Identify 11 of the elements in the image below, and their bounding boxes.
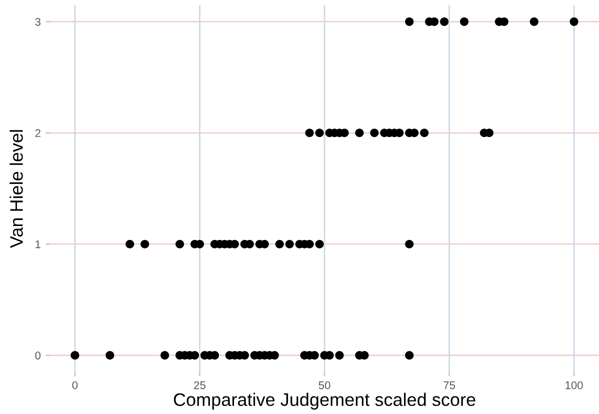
x-tick-label: 25 <box>194 381 206 390</box>
y-tick-label: 1 <box>36 240 40 248</box>
x-axis-title: Comparative Judgement scaled score <box>174 392 476 410</box>
y-axis-title: Van Hiele level <box>10 130 23 248</box>
x-tick-label: 0 <box>72 381 78 390</box>
x-tick-label: 75 <box>444 381 455 390</box>
x-tick-label: 100 <box>566 381 583 390</box>
y-tick-label: 0 <box>35 352 41 360</box>
y-tick-label: 2 <box>35 129 40 137</box>
y-tick-label: 3 <box>35 18 40 26</box>
x-tick-label: 50 <box>318 381 330 390</box>
